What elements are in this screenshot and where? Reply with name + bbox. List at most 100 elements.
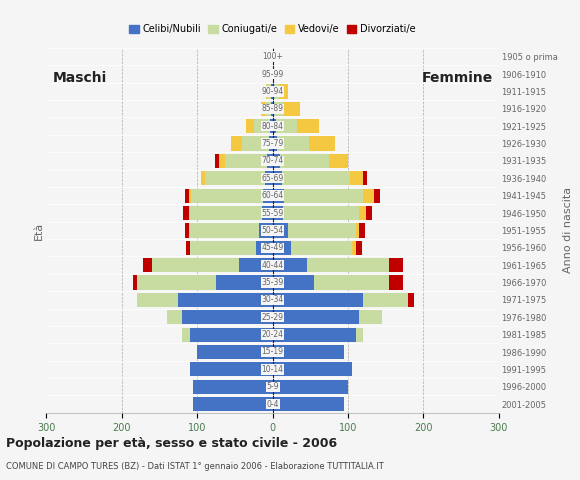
Y-axis label: Età: Età — [34, 221, 44, 240]
Bar — [190, 362, 273, 376]
Bar — [215, 154, 273, 168]
Bar — [273, 102, 283, 116]
Bar — [273, 327, 356, 342]
Bar — [267, 154, 273, 168]
Bar — [273, 136, 309, 151]
Bar — [273, 102, 300, 116]
Bar — [273, 119, 297, 133]
Bar — [273, 310, 382, 324]
Text: 65-69: 65-69 — [262, 174, 284, 183]
Bar — [273, 258, 390, 272]
Bar — [152, 258, 273, 272]
Bar — [167, 310, 273, 324]
Bar — [189, 223, 273, 238]
Bar — [273, 276, 390, 289]
Bar — [194, 397, 273, 411]
Bar — [190, 206, 273, 220]
Bar — [273, 102, 300, 116]
Bar — [256, 240, 273, 255]
Text: Femmine: Femmine — [422, 71, 493, 84]
Text: 70-74: 70-74 — [262, 156, 284, 166]
Bar — [197, 345, 273, 359]
Bar — [273, 84, 288, 98]
Bar — [273, 84, 274, 98]
Bar — [273, 397, 345, 411]
Bar — [273, 293, 408, 307]
Bar — [273, 293, 363, 307]
Bar — [133, 276, 273, 289]
Bar — [219, 154, 273, 168]
Text: 30-34: 30-34 — [262, 295, 284, 304]
Bar — [273, 380, 348, 394]
Bar — [273, 206, 366, 220]
Bar — [273, 102, 274, 116]
Bar — [137, 293, 273, 307]
Bar — [273, 67, 274, 81]
Y-axis label: Anno di nascita: Anno di nascita — [563, 187, 573, 274]
Bar — [197, 345, 273, 359]
Bar — [191, 189, 273, 203]
Bar — [225, 154, 273, 168]
Bar — [190, 240, 273, 255]
Bar — [273, 136, 277, 151]
Bar — [273, 310, 382, 324]
Bar — [273, 258, 390, 272]
Bar — [201, 171, 273, 185]
Text: 60-64: 60-64 — [262, 191, 284, 200]
Bar — [182, 327, 273, 342]
Bar — [273, 310, 360, 324]
Bar — [262, 206, 273, 220]
Bar — [239, 258, 273, 272]
Bar — [273, 171, 282, 185]
Bar — [194, 380, 273, 394]
Bar — [266, 84, 273, 98]
Text: 35-39: 35-39 — [262, 278, 284, 287]
Bar — [273, 327, 363, 342]
Text: 80-84: 80-84 — [262, 121, 284, 131]
Bar — [273, 189, 375, 203]
Bar — [182, 327, 273, 342]
Bar — [190, 362, 273, 376]
Bar — [273, 206, 358, 220]
Bar — [261, 102, 273, 116]
Bar — [273, 380, 348, 394]
Bar — [273, 293, 408, 307]
Text: 85-89: 85-89 — [262, 104, 284, 113]
Bar — [273, 276, 390, 289]
Bar — [265, 171, 273, 185]
Bar — [190, 223, 273, 238]
Bar — [273, 397, 345, 411]
Bar — [246, 119, 273, 133]
Bar — [273, 240, 351, 255]
Bar — [273, 189, 363, 203]
Text: 100+: 100+ — [262, 52, 283, 61]
Bar — [194, 397, 273, 411]
Bar — [273, 154, 329, 168]
Bar — [273, 171, 367, 185]
Bar — [273, 240, 292, 255]
Bar — [267, 84, 273, 98]
Bar — [265, 102, 273, 116]
Bar — [143, 258, 273, 272]
Bar — [190, 240, 273, 255]
Bar — [137, 293, 273, 307]
Text: 40-44: 40-44 — [262, 261, 284, 270]
Bar — [273, 154, 348, 168]
Bar — [273, 276, 314, 289]
Text: 15-19: 15-19 — [262, 348, 284, 357]
Bar — [273, 154, 280, 168]
Bar — [273, 345, 345, 359]
Bar — [273, 380, 348, 394]
Bar — [185, 223, 273, 238]
Bar — [231, 136, 273, 151]
Bar — [273, 327, 363, 342]
Text: COMUNE DI CAMPO TURES (BZ) - Dati ISTAT 1° gennaio 2006 - Elaborazione TUTTITALI: COMUNE DI CAMPO TURES (BZ) - Dati ISTAT … — [6, 462, 383, 471]
Bar — [152, 258, 273, 272]
Bar — [194, 380, 273, 394]
Bar — [273, 397, 345, 411]
Bar — [167, 310, 273, 324]
Bar — [231, 136, 273, 151]
Bar — [273, 362, 351, 376]
Bar — [261, 102, 273, 116]
Text: 20-24: 20-24 — [262, 330, 284, 339]
